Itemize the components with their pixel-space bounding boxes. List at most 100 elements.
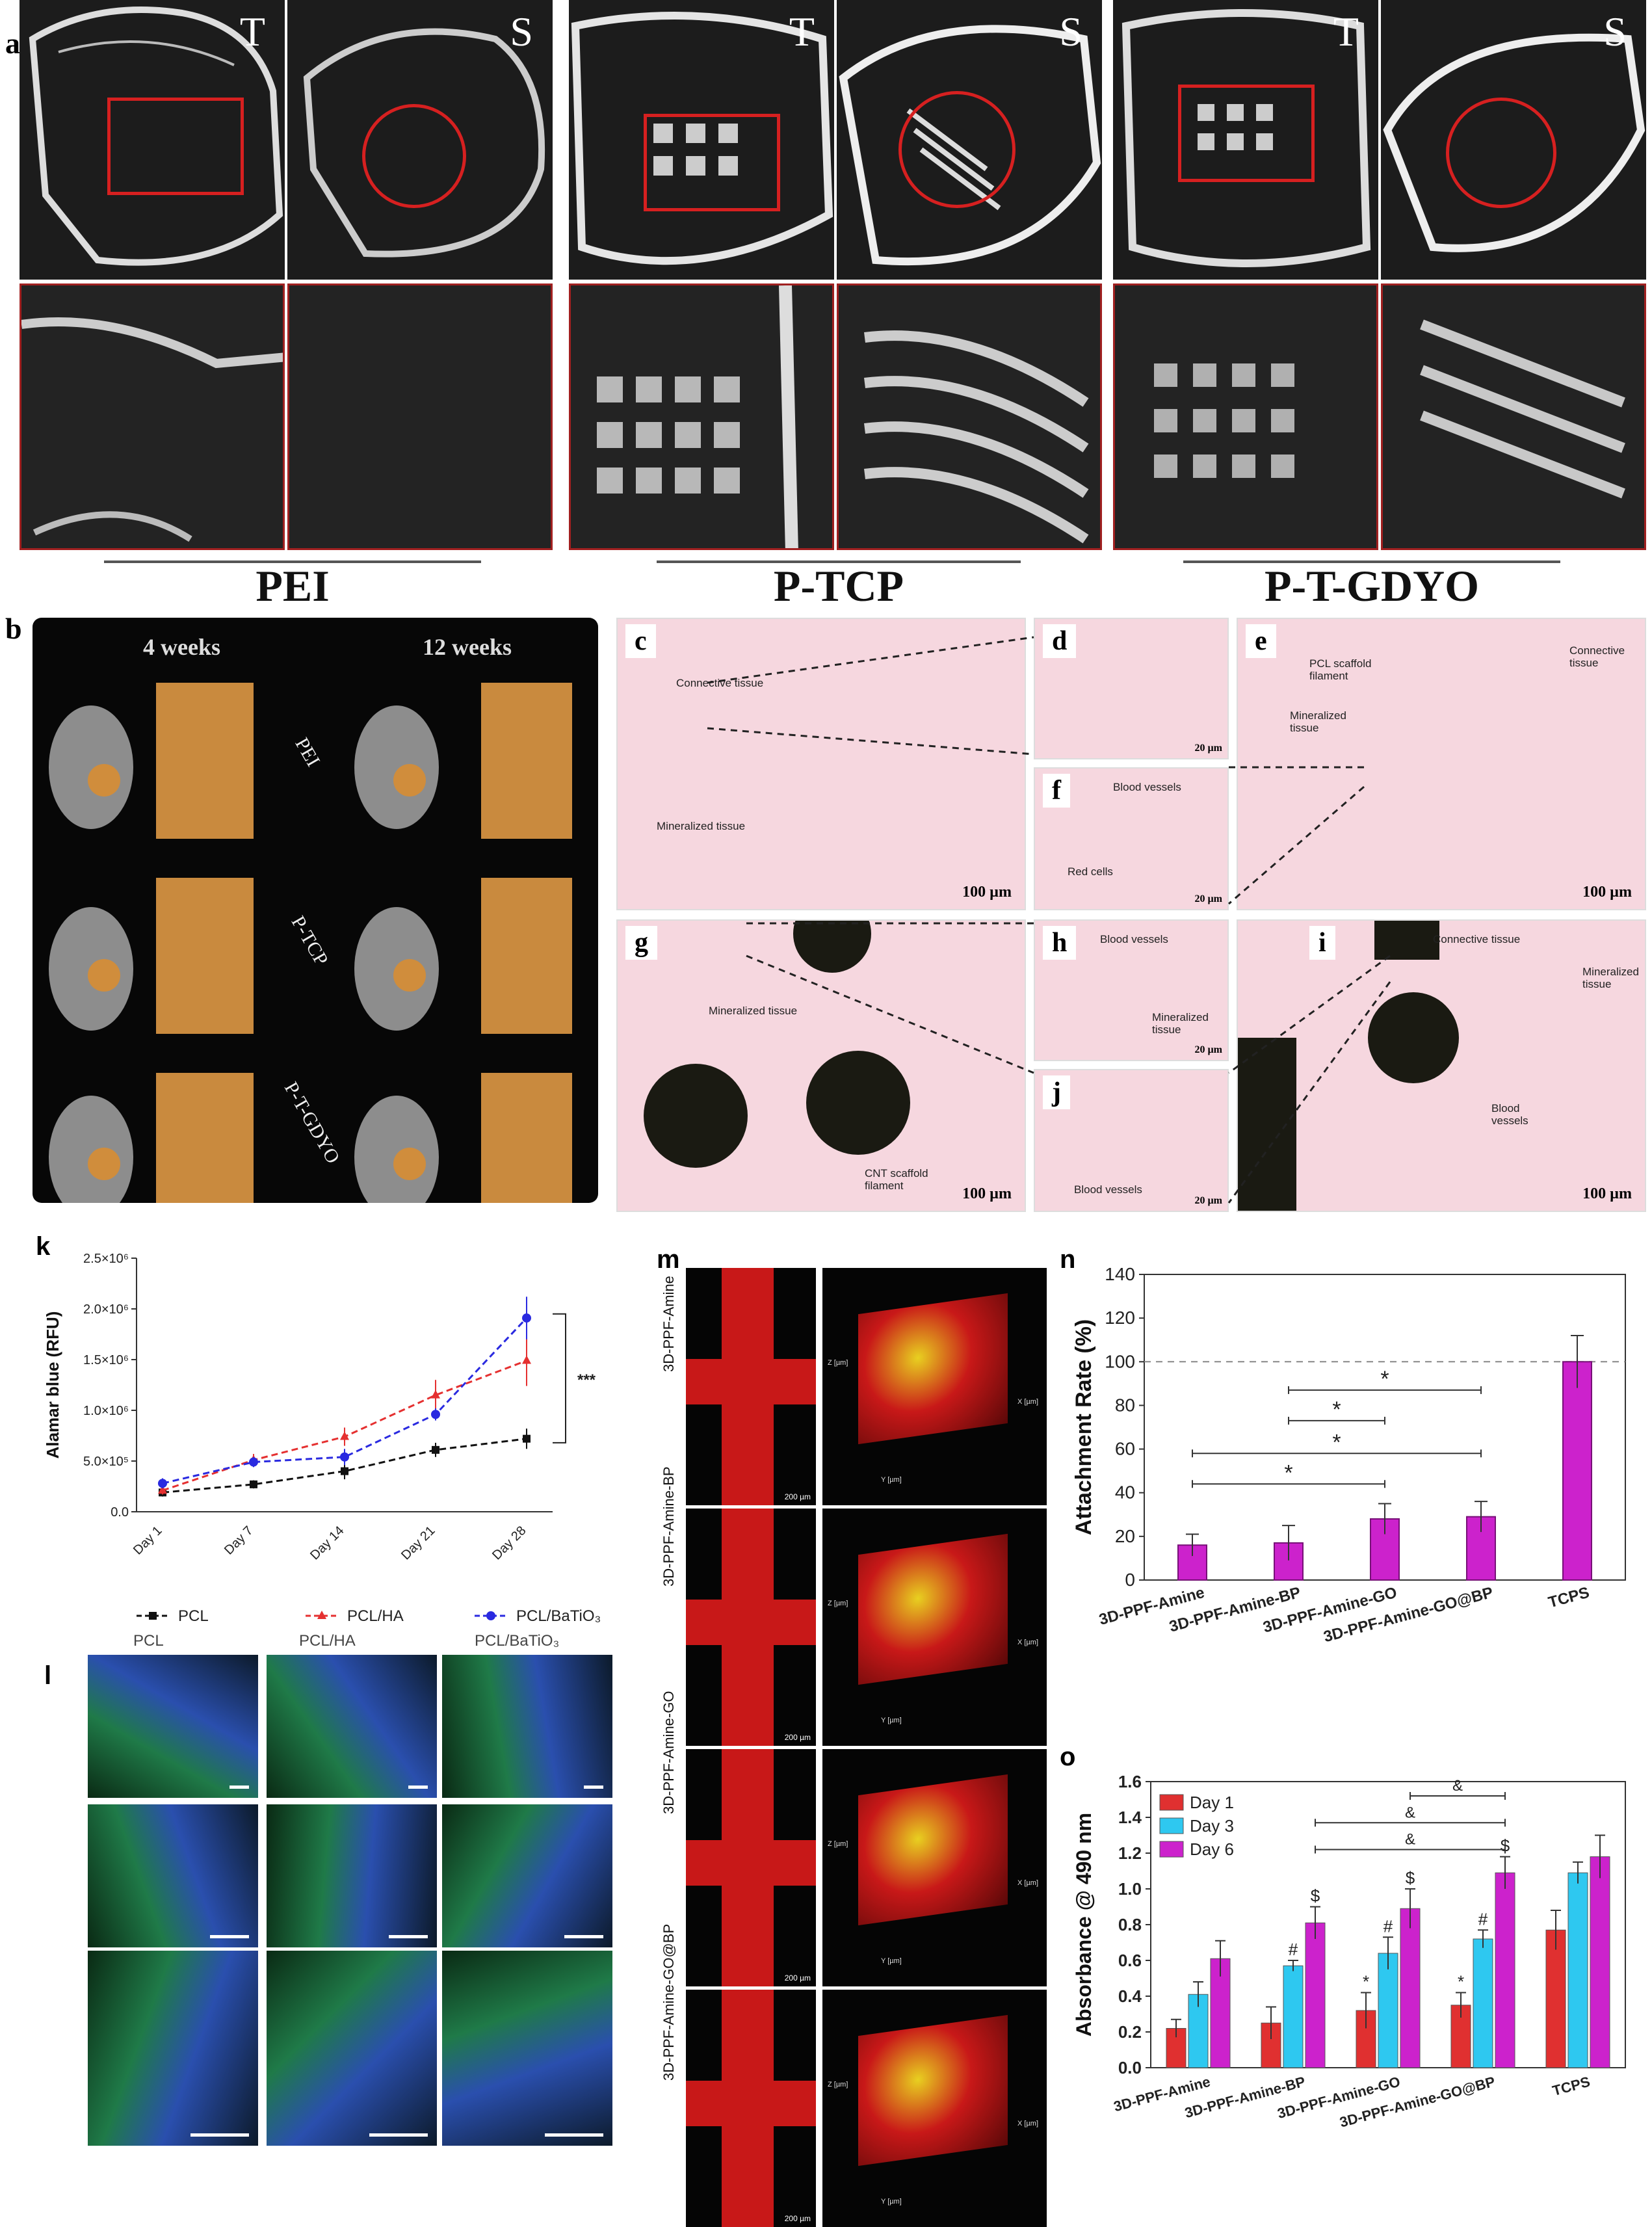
data-point <box>340 1431 349 1440</box>
scale-bar-label: 100 µm <box>1582 1185 1632 1202</box>
scale-bar <box>190 2133 249 2137</box>
scale-bar-label: 20 µm <box>1194 1044 1222 1055</box>
confocal-2d-image: 200 µm <box>686 1509 816 1746</box>
y-tick-label: 5.0×10⁵ <box>83 1455 129 1469</box>
volume-render <box>858 1774 1008 1926</box>
legend-swatch <box>1159 1817 1184 1834</box>
y-tick-label: 0 <box>1125 1570 1135 1590</box>
data-point <box>158 1479 167 1488</box>
panel-label-b: b <box>5 612 22 645</box>
significance-mark: & <box>1405 1831 1415 1849</box>
legend-marker <box>317 1611 326 1619</box>
y-tick-label: 80 <box>1115 1395 1135 1415</box>
significance-mark: * <box>1458 1972 1464 1992</box>
view-label-s: S <box>510 8 533 55</box>
significance-mark: $ <box>1406 1868 1415 1888</box>
bar <box>1400 1908 1421 2068</box>
axis-label: Z [µm] <box>828 2081 848 2089</box>
row-label-m2: 3D-PPF-Amine-GO <box>661 1691 677 1814</box>
panel-label-o: o <box>1060 1743 1076 1771</box>
scale-bar <box>564 1935 603 1938</box>
scaffold-cross <box>686 1359 816 1404</box>
row-label-m3: 3D-PPF-Amine-GO@BP <box>661 1923 677 2081</box>
bar <box>1473 1938 1493 2068</box>
axis-label: Z [µm] <box>828 1359 848 1367</box>
group-label-ptcp: P-TCP <box>773 561 904 611</box>
annotation: Connective tissue <box>1433 933 1521 945</box>
legend-label: Day 6 <box>1190 1839 1234 1859</box>
y-tick-label: 20 <box>1115 1526 1135 1546</box>
bone-renderings <box>49 683 572 1203</box>
scale-bar <box>545 2133 603 2137</box>
y-tick-label: 0.6 <box>1118 1951 1142 1970</box>
group-underline <box>104 560 481 563</box>
data-point <box>340 1452 349 1462</box>
panel-label-d: d <box>1043 624 1077 658</box>
scale-bar <box>408 1786 428 1789</box>
scaffold-cross <box>686 1600 816 1645</box>
panel-label-a: a <box>5 27 20 60</box>
attachment-rate-bar-chart: 0 20 40 60 80 100 120 140 Attachment Rate (%) 3D-… <box>1071 1264 1626 1646</box>
ct-ptcp-sagittal: S <box>837 0 1102 280</box>
y-axis-label: Attachment Rate (%) <box>1071 1319 1096 1535</box>
axis-label: Y [µm] <box>881 2198 902 2206</box>
roi-box <box>107 98 244 195</box>
scale-bar <box>210 1935 249 1938</box>
annotation: Red cells <box>1068 865 1113 878</box>
legend-swatch <box>1159 1841 1184 1858</box>
legend-swatch <box>1159 1794 1184 1811</box>
significance-mark: $ <box>1311 1886 1320 1906</box>
y-tick-label: 40 <box>1115 1482 1135 1503</box>
annotation: PCL scaffold filament <box>1309 657 1372 682</box>
scale-bar-label: 20 µm <box>1194 743 1222 754</box>
y-tick-label: 2.5×10⁶ <box>83 1252 129 1266</box>
absorbance-bar-chart: 0.0 0.2 0.4 0.6 0.8 1.0 1.2 1.4 1.6 Absorbance @ … <box>1072 1772 1626 2131</box>
view-label-t: T <box>239 8 265 55</box>
annotation: Mineralized tissue <box>1582 966 1639 990</box>
confocal-2d-image: 200 µm <box>686 1268 816 1505</box>
scale-bar <box>584 1786 603 1789</box>
col-label-12w: 12 weeks <box>423 634 512 660</box>
col-label-pcl: PCL <box>133 1632 164 1650</box>
significance-bracket <box>553 1313 566 1443</box>
scale-bar-label: 100 µm <box>1582 884 1632 901</box>
ct-ptgdyo-transverse-zoom <box>1113 283 1378 550</box>
col-label-pclbatio3: PCL/BaTiO₃ <box>475 1632 560 1650</box>
ct-pei-sagittal-zoom <box>287 283 553 550</box>
data-point <box>432 1445 439 1454</box>
group-underline <box>657 560 1021 563</box>
bar <box>1562 1361 1592 1581</box>
y-tick-label: 0.8 <box>1118 1915 1142 1934</box>
scale-bar-label: 200 µm <box>784 2214 811 2223</box>
x-tick-label: 3D-PPF-Amine-GO@BP <box>1338 2074 1497 2131</box>
y-tick-label: 1.0 <box>1118 1879 1142 1899</box>
confocal-3d-image: Z [µm] Y [µm] X [µm] <box>822 1268 1047 1505</box>
view-label-s: S <box>1603 8 1627 55</box>
significance-mark: # <box>1478 1909 1488 1929</box>
ct-ptcp-transverse: T <box>569 0 834 280</box>
histology-panel-e: e PCL scaffold filament Mineralized tiss… <box>1237 618 1646 910</box>
confocal-3d-image: Z [µm] Y [µm] X [µm] <box>822 1509 1047 1746</box>
scale-bar <box>389 1935 428 1938</box>
fluorescence-image <box>442 1951 612 2146</box>
legend-label: PCL/HA <box>347 1607 404 1625</box>
annotation: Mineralized tissue <box>709 1005 798 1017</box>
bar <box>1305 1922 1326 2068</box>
significance-mark: & <box>1452 1777 1463 1795</box>
x-tick-label: TCPS <box>1547 1584 1592 1612</box>
volume-render <box>858 1533 1008 1685</box>
significance-mark: * <box>1284 1460 1292 1485</box>
panel-label-n: n <box>1060 1245 1076 1274</box>
panel-label-f: f <box>1043 774 1070 808</box>
ct-ptcp-sagittal-zoom <box>837 283 1102 550</box>
data-point <box>250 1480 257 1488</box>
data-point <box>431 1410 440 1419</box>
significance-mark: # <box>1383 1916 1393 1936</box>
bar <box>1567 1872 1588 2068</box>
histology-panel-i: i Connective tissue Mineralized tissue B… <box>1237 919 1646 1212</box>
y-tick-label: 2.0×10⁶ <box>83 1302 129 1317</box>
x-tick-label: Day 28 <box>490 1523 529 1562</box>
y-axis-label: Alamar blue (RFU) <box>43 1311 62 1459</box>
scale-bar-label: 20 µm <box>1194 1195 1222 1206</box>
histology-panel-j: j Blood vessels 20 µm <box>1034 1069 1229 1212</box>
